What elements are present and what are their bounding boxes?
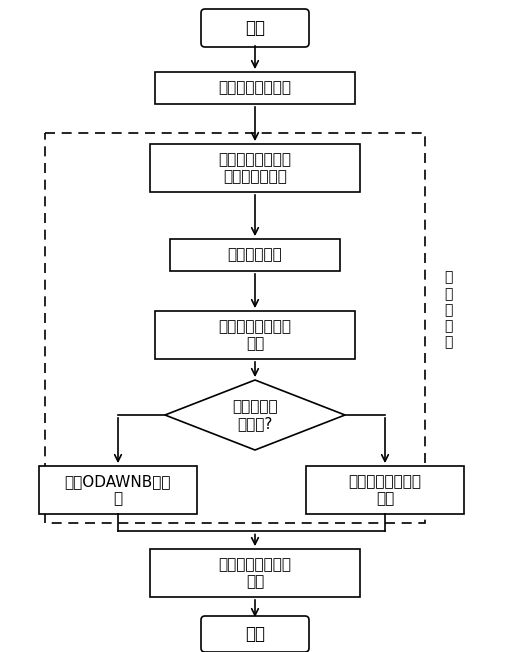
Bar	[155, 311, 354, 359]
Text: 构造ODAWNB分类
器: 构造ODAWNB分类 器	[65, 474, 171, 506]
Bar	[169, 239, 340, 271]
Text: 样本数量是
否足够?: 样本数量是 否足够?	[232, 399, 277, 431]
Text: 生成各属性的权值
列表: 生成各属性的权值 列表	[218, 319, 291, 351]
Bar	[155, 72, 354, 104]
Bar	[39, 466, 196, 514]
FancyBboxPatch shape	[201, 616, 308, 652]
Bar	[45, 133, 424, 523]
Text: 形成各属性取值的
样本数量统计表: 形成各属性取值的 样本数量统计表	[218, 152, 291, 185]
Text: 构
造
分
类
器: 构 造 分 类 器	[443, 271, 451, 349]
Text: 对数据进行预处理: 对数据进行预处理	[218, 80, 291, 95]
Bar	[305, 466, 463, 514]
Text: 概率参数学习: 概率参数学习	[227, 248, 282, 263]
Bar	[150, 144, 359, 192]
FancyBboxPatch shape	[201, 9, 308, 47]
Text: 结束: 结束	[244, 625, 265, 643]
Text: 构造朴素贝叶斯分
类器: 构造朴素贝叶斯分 类器	[348, 474, 420, 506]
Text: 对待分类样本进行
分类: 对待分类样本进行 分类	[218, 557, 291, 589]
Polygon shape	[165, 380, 344, 450]
Bar	[150, 549, 359, 597]
Text: 开始: 开始	[244, 19, 265, 37]
